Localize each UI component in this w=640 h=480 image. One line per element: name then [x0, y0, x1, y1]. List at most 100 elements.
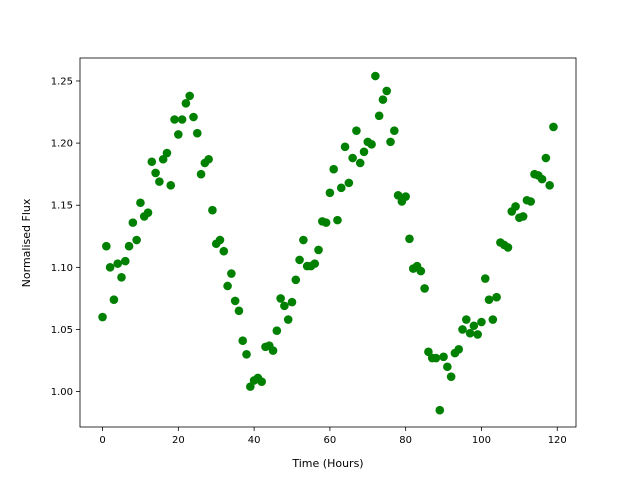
point: [227, 269, 236, 278]
point: [170, 115, 179, 124]
point: [189, 112, 198, 122]
point: [480, 274, 490, 283]
point: [348, 153, 357, 163]
y-tick-label: 1.20: [51, 139, 73, 150]
point: [405, 234, 414, 244]
point: [128, 218, 138, 227]
point: [340, 142, 350, 152]
point: [147, 157, 157, 167]
point: [151, 168, 160, 178]
point: [155, 177, 164, 186]
point: [526, 197, 536, 206]
point: [314, 245, 323, 255]
x-tick-label: 40: [248, 435, 261, 446]
y-tick-label: 1.15: [51, 201, 73, 212]
point: [325, 188, 335, 198]
point: [545, 181, 554, 190]
point: [272, 326, 282, 336]
point: [223, 281, 232, 291]
point: [132, 235, 141, 245]
point: [477, 317, 486, 327]
point: [143, 208, 153, 217]
point: [192, 128, 202, 138]
point: [276, 294, 285, 303]
point: [98, 312, 107, 322]
point: [393, 190, 403, 200]
point: [518, 212, 528, 221]
x-tick-label: 120: [548, 435, 567, 446]
point: [185, 91, 194, 101]
point: [374, 111, 384, 121]
y-axis-label: Normalised Flux: [20, 198, 33, 287]
point: [174, 130, 183, 139]
point: [287, 297, 297, 307]
point: [382, 86, 392, 96]
y-tick-label: 1.25: [51, 76, 73, 87]
x-tick-label: 80: [399, 435, 412, 446]
point: [371, 71, 380, 81]
point: [431, 353, 441, 363]
point: [503, 243, 513, 252]
point: [333, 215, 342, 225]
point: [465, 328, 475, 338]
point: [367, 140, 376, 149]
point: [310, 259, 320, 268]
point: [435, 405, 445, 415]
point: [257, 377, 266, 386]
point: [473, 330, 482, 339]
point: [196, 169, 206, 179]
x-tick-label: 60: [324, 435, 337, 446]
y-tick-label: 1.00: [51, 387, 73, 398]
point: [344, 178, 354, 188]
point: [390, 126, 399, 135]
point: [416, 266, 426, 276]
point: [105, 263, 115, 272]
point: [336, 183, 346, 193]
point: [484, 295, 494, 304]
point: [120, 256, 130, 266]
point: [166, 181, 176, 190]
point: [378, 95, 388, 104]
point: [537, 174, 547, 184]
point: [242, 350, 251, 359]
point: [117, 272, 126, 282]
point: [443, 362, 452, 372]
point: [462, 315, 471, 324]
point: [215, 235, 225, 245]
point: [181, 99, 191, 108]
point: [446, 372, 456, 381]
point: [109, 295, 119, 304]
point: [204, 154, 213, 164]
point: [359, 147, 369, 157]
point: [177, 115, 187, 124]
point: [386, 137, 395, 147]
point: [283, 315, 293, 324]
point: [238, 336, 248, 345]
x-tick-label: 20: [172, 435, 185, 446]
point: [102, 241, 111, 251]
point: [355, 158, 365, 168]
point: [439, 352, 448, 362]
point: [162, 148, 172, 158]
point: [291, 275, 301, 285]
point: [295, 255, 304, 265]
point: [329, 164, 338, 174]
point: [268, 346, 278, 355]
point: [458, 325, 467, 334]
point: [492, 292, 501, 302]
point: [219, 246, 229, 256]
point: [511, 202, 520, 211]
point: [246, 382, 255, 391]
point: [321, 218, 331, 227]
point: [488, 315, 498, 324]
point: [549, 122, 558, 132]
point: [420, 284, 429, 293]
x-tick-label: 100: [472, 435, 491, 446]
point: [469, 321, 479, 331]
x-axis-label: Time (Hours): [291, 457, 363, 470]
point: [136, 198, 145, 208]
point: [454, 345, 464, 354]
point: [541, 153, 551, 163]
point: [280, 301, 289, 311]
